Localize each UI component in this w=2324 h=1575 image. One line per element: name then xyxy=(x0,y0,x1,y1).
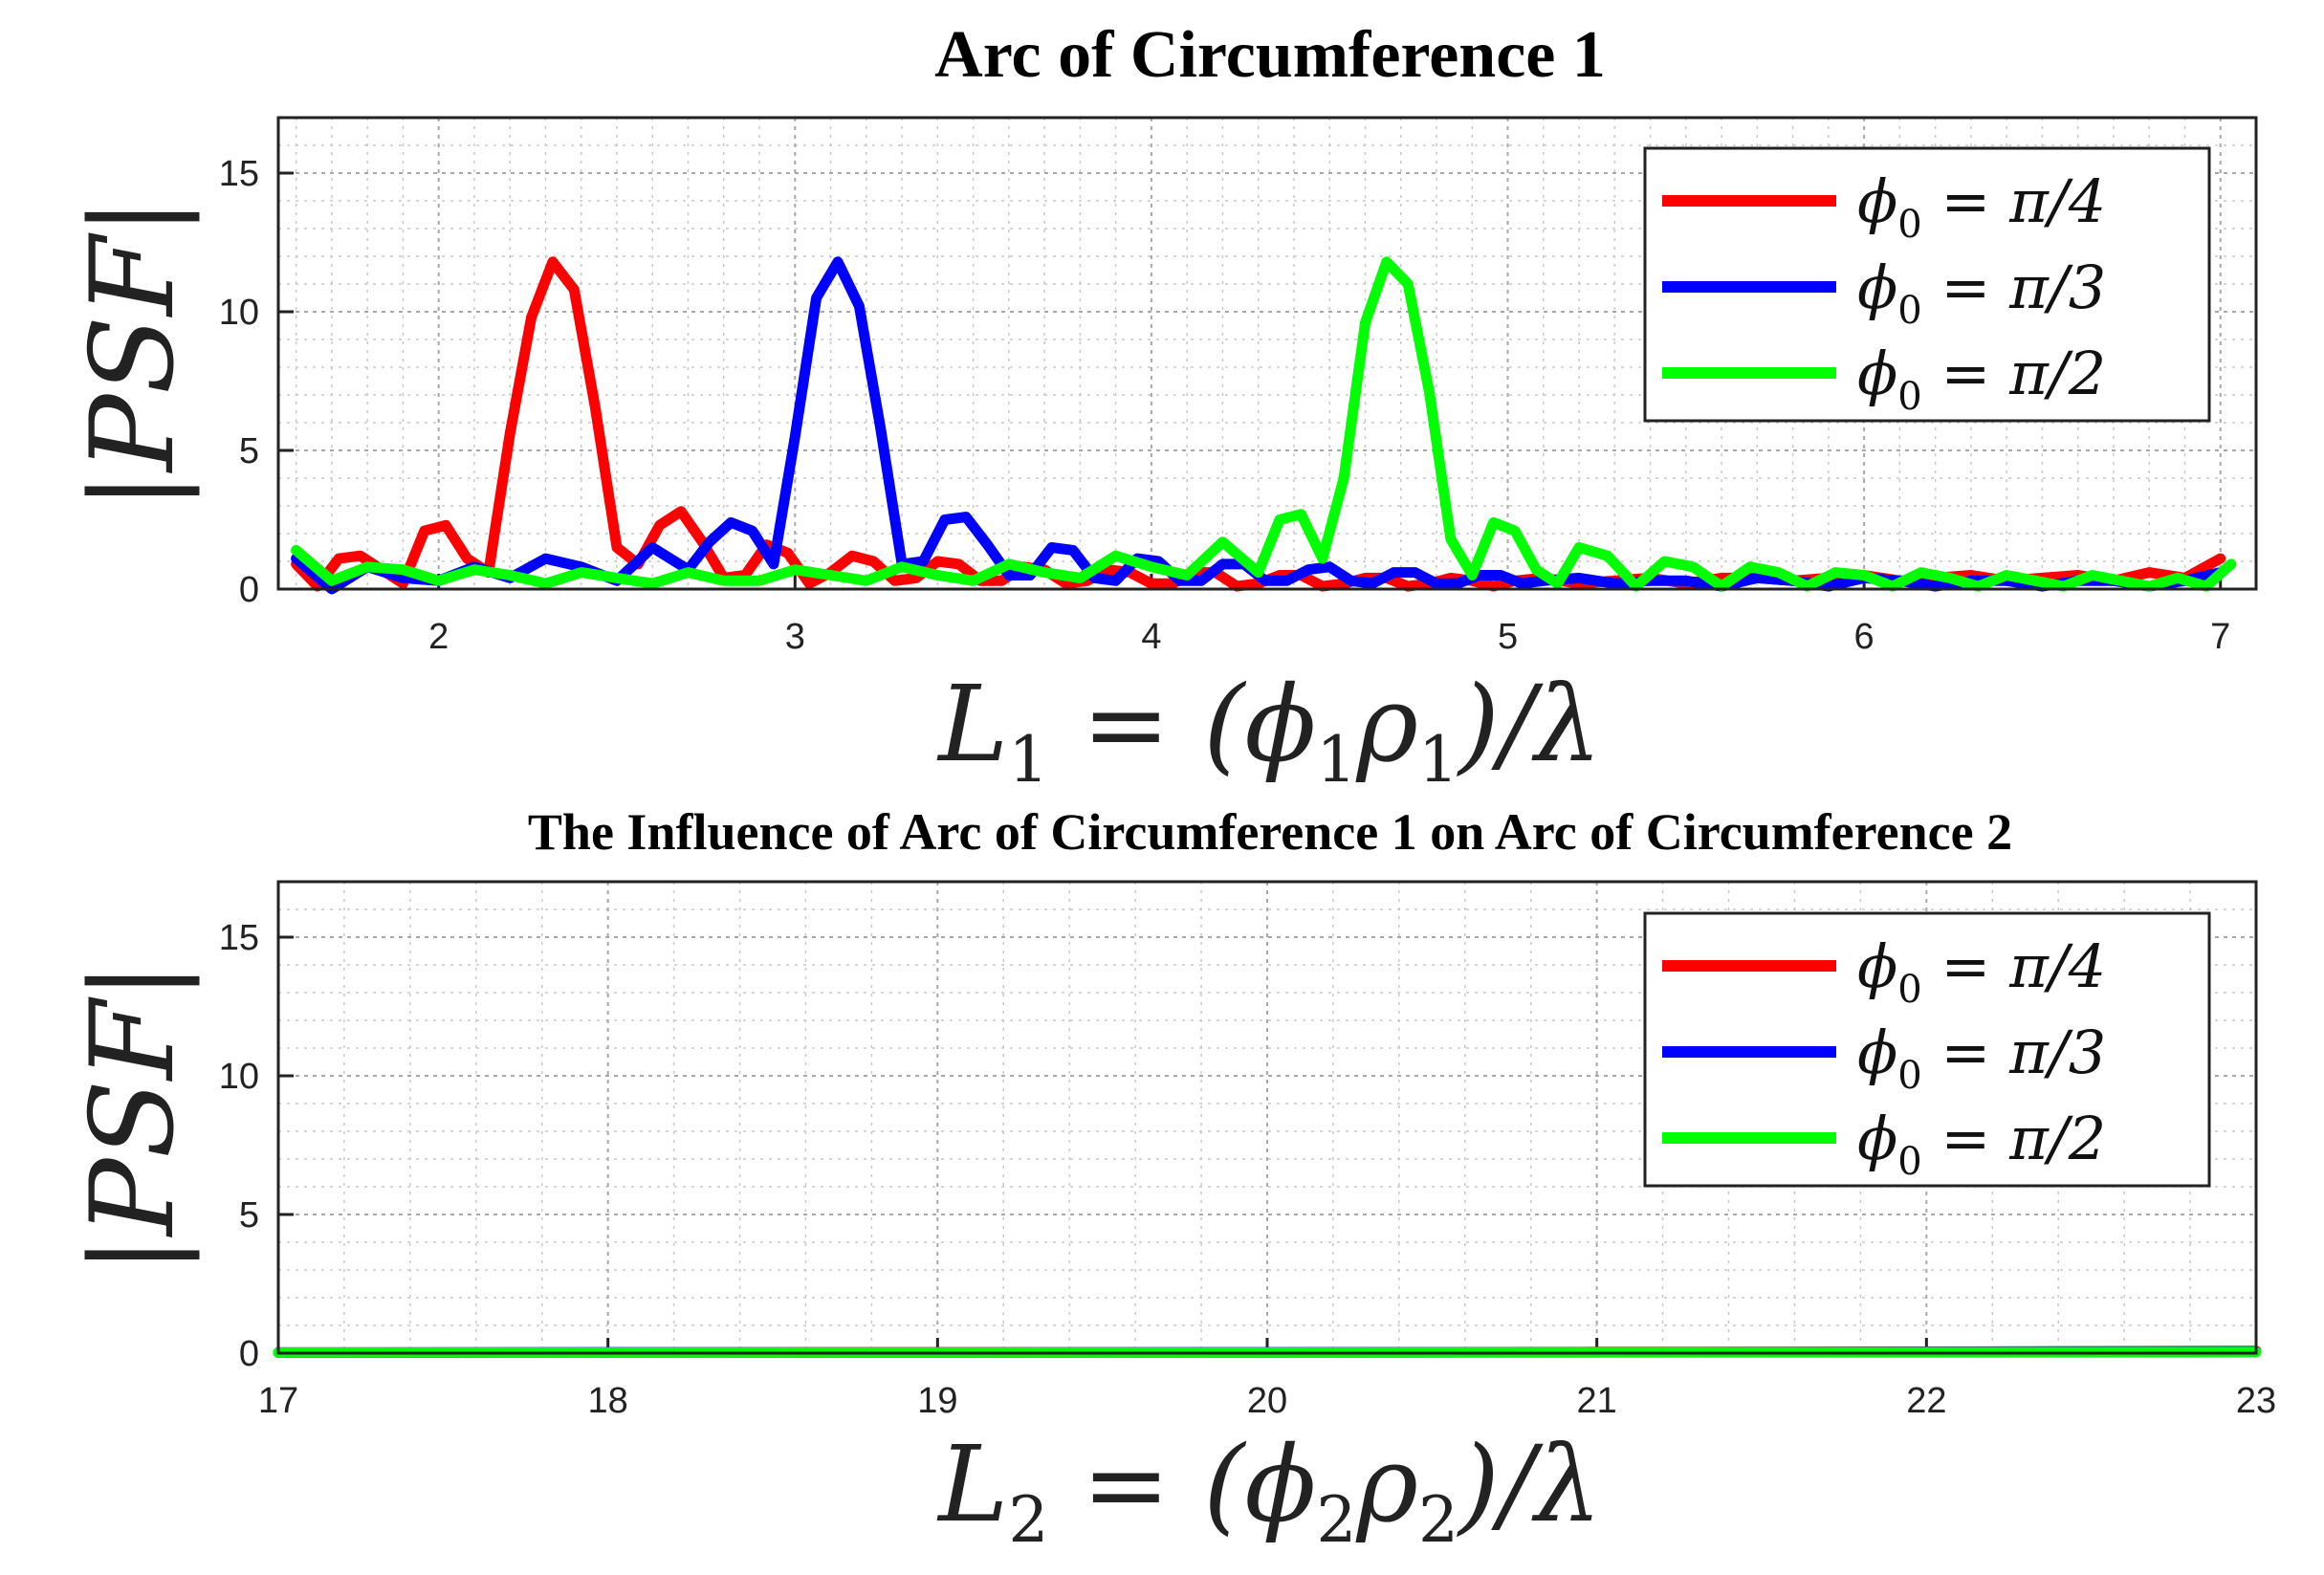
bottom-x-label-L: L xyxy=(936,1423,1008,1545)
x-tick-label: 20 xyxy=(1247,1381,1287,1421)
top-x-label-sub3: 1 xyxy=(1418,723,1458,797)
legend-rhs: = π/4 xyxy=(1922,931,2106,1001)
top-chart-series xyxy=(291,256,2237,595)
legend-subscript: 0 xyxy=(1897,1140,1921,1184)
legend-label-0: ϕ0 = π/4 xyxy=(1857,931,2106,1012)
top-x-label-end: )/λ xyxy=(1457,663,1602,785)
top-x-label-sub: 1 xyxy=(1008,723,1048,797)
x-tick-label: 6 xyxy=(1854,617,1875,657)
bottom-chart-ticks: 17 18 19 20 21 22 23 0 5 10 15 xyxy=(219,918,2276,1421)
top-x-label-sub2: 1 xyxy=(1316,723,1356,797)
bottom-x-label-rho: ρ xyxy=(1355,1423,1418,1545)
legend-rhs: = π/2 xyxy=(1922,339,2106,408)
legend-subscript: 0 xyxy=(1897,1054,1921,1098)
bottom-x-label-mid: = (ϕ xyxy=(1048,1423,1316,1545)
legend-symbol: ϕ xyxy=(1857,1017,1897,1087)
bottom-chart-legend: ϕ0 = π/4ϕ0 = π/3ϕ0 = π/2 xyxy=(1643,911,2211,1188)
x-tick-label: 18 xyxy=(588,1381,628,1421)
x-tick-label: 19 xyxy=(917,1381,957,1421)
top-chart-legend: ϕ0 = π/4ϕ0 = π/3ϕ0 = π/2 xyxy=(1643,146,2211,423)
bottom-chart-panel: The Influence of Arc of Circumference 1 … xyxy=(67,803,2276,1557)
legend-subscript: 0 xyxy=(1897,203,1921,247)
legend-subscript: 0 xyxy=(1897,375,1921,419)
top-x-label-L: L xyxy=(936,663,1008,785)
legend-rhs: = π/4 xyxy=(1922,166,2106,236)
legend-symbol: ϕ xyxy=(1857,931,1897,1001)
top-x-label-mid: = (ϕ xyxy=(1048,663,1316,785)
series-line-2 xyxy=(291,256,2237,592)
top-chart-title: Arc of Circumference 1 xyxy=(934,18,1606,92)
y-tick-label: 15 xyxy=(219,154,259,194)
bottom-x-label-sub2: 2 xyxy=(1316,1483,1356,1557)
x-tick-label: 2 xyxy=(428,617,449,657)
x-tick-label: 17 xyxy=(258,1381,298,1421)
x-tick-label: 5 xyxy=(1498,617,1518,657)
x-tick-label: 23 xyxy=(2236,1381,2276,1421)
legend-subscript: 0 xyxy=(1897,968,1921,1012)
y-tick-label: 5 xyxy=(239,431,259,471)
y-tick-label: 10 xyxy=(219,1057,259,1097)
y-tick-label: 0 xyxy=(239,570,259,610)
legend-label-2: ϕ0 = π/2 xyxy=(1857,1104,2106,1184)
bottom-chart-y-label: |PSF| xyxy=(67,961,200,1274)
legend-rhs: = π/3 xyxy=(1922,1017,2106,1087)
x-tick-label: 21 xyxy=(1577,1381,1617,1421)
legend-symbol: ϕ xyxy=(1857,1104,1897,1173)
legend-label-1: ϕ0 = π/3 xyxy=(1857,252,2106,333)
bottom-chart-axes-box xyxy=(276,880,2258,1355)
legend-rhs: = π/3 xyxy=(1922,252,2106,322)
legend-symbol: ϕ xyxy=(1857,166,1897,236)
x-tick-label: 4 xyxy=(1141,617,1161,657)
y-tick-label: 0 xyxy=(239,1334,259,1374)
legend-label-2: ϕ0 = π/2 xyxy=(1857,339,2106,419)
legend-label-1: ϕ0 = π/3 xyxy=(1857,1017,2106,1098)
top-chart-y-label: |PSF| xyxy=(67,197,200,510)
y-tick-label: 15 xyxy=(219,918,259,958)
bottom-x-label-end: )/λ xyxy=(1457,1423,1602,1545)
x-tick-label: 22 xyxy=(1906,1381,1946,1421)
bottom-x-label-sub: 2 xyxy=(1008,1483,1048,1557)
y-tick-label: 10 xyxy=(219,293,259,333)
top-chart-axes-box xyxy=(276,116,2258,591)
y-tick-label: 5 xyxy=(239,1195,259,1236)
legend-rhs: = π/2 xyxy=(1922,1104,2106,1173)
legend-subscript: 0 xyxy=(1897,289,1921,333)
legend-label-0: ϕ0 = π/4 xyxy=(1857,166,2106,247)
bottom-x-label-sub3: 2 xyxy=(1418,1483,1458,1557)
top-chart-x-label: L1 = (ϕ1ρ1)/λ xyxy=(936,663,1601,797)
legend-symbol: ϕ xyxy=(1857,252,1897,322)
x-tick-label: 3 xyxy=(785,617,805,657)
bottom-chart-title: The Influence of Arc of Circumference 1 … xyxy=(528,803,2012,861)
bottom-chart-x-label: L2 = (ϕ2ρ2)/λ xyxy=(936,1423,1601,1557)
x-tick-label: 7 xyxy=(2210,617,2230,657)
top-x-label-rho: ρ xyxy=(1355,663,1418,785)
legend-symbol: ϕ xyxy=(1857,339,1897,408)
